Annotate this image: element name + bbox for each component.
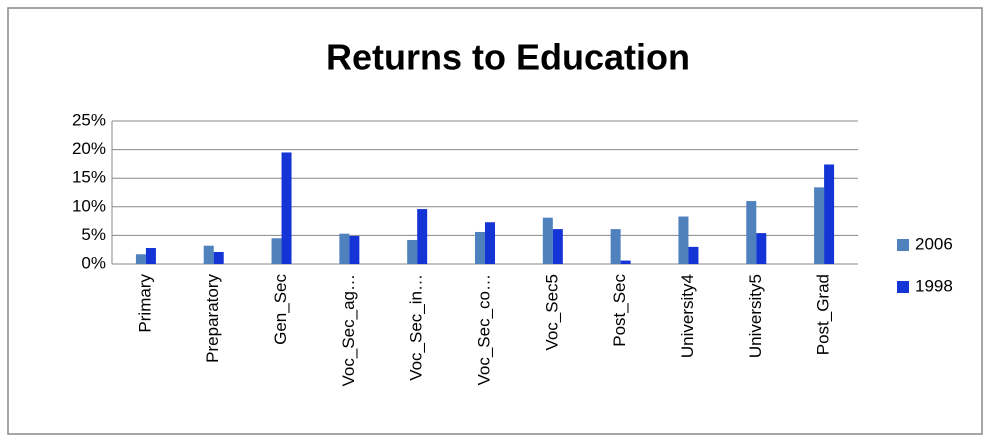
- x-tick-label: Post_Grad: [814, 274, 833, 355]
- legend-label: 1998: [915, 276, 953, 295]
- bar: [688, 246, 699, 264]
- x-tick-label: Voc_Sec_in…: [407, 274, 426, 381]
- y-tick-label: 10%: [72, 196, 106, 215]
- x-tick-label: University5: [746, 274, 765, 358]
- bar: [475, 231, 485, 264]
- bar: [339, 233, 350, 264]
- bar: [814, 187, 825, 264]
- x-tick-label: University4: [678, 274, 697, 358]
- bar: [145, 247, 156, 264]
- x-tick-label: Gen_Sec: [271, 274, 290, 345]
- x-tick-label: Voc_Sec_co…: [474, 274, 493, 386]
- bar: [349, 235, 360, 264]
- x-tick-label: Preparatory: [203, 274, 222, 363]
- bar: [746, 201, 757, 264]
- bar: [203, 245, 214, 264]
- legend-swatch: [897, 239, 909, 251]
- bar: [620, 260, 631, 264]
- bar: [678, 216, 689, 264]
- y-tick-label: 15%: [72, 168, 106, 187]
- x-tick-label: Voc_Sec5: [542, 274, 561, 351]
- y-tick-label: 25%: [72, 110, 106, 129]
- bar: [552, 229, 563, 264]
- x-tick-label: Primary: [135, 274, 154, 333]
- bar: [407, 239, 418, 264]
- bar: [824, 164, 835, 264]
- bar: [610, 229, 621, 264]
- legend-label: 2006: [915, 234, 953, 253]
- bar: [756, 233, 767, 264]
- y-tick-label: 0%: [81, 253, 106, 272]
- bar: [213, 251, 224, 264]
- bar: [271, 238, 282, 264]
- legend-swatch: [897, 281, 909, 293]
- x-tick-label: Post_Sec: [610, 274, 629, 347]
- bar: [135, 254, 146, 264]
- bar: [485, 222, 495, 264]
- bar: [417, 209, 428, 264]
- chart-title: Returns to Education: [326, 37, 690, 78]
- bar: [281, 152, 292, 264]
- y-tick-label: 20%: [72, 139, 106, 158]
- bar: [542, 217, 553, 264]
- x-tick-label: Voc_Sec_ag…: [339, 274, 358, 386]
- y-tick-label: 5%: [81, 225, 106, 244]
